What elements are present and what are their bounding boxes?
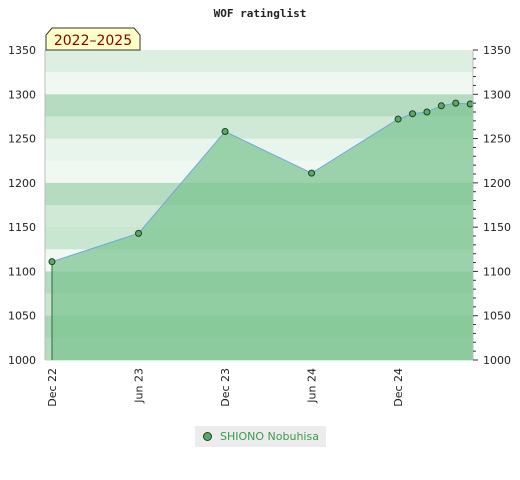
y-tick-label: 1050 xyxy=(8,310,36,323)
data-point xyxy=(221,127,229,135)
y-axis-left: 1000 1050 1100 1150 1200 1250 1300 1350 xyxy=(8,44,46,367)
y-tick-label: 1150 xyxy=(483,221,511,234)
legend-marker xyxy=(203,432,212,441)
band xyxy=(45,72,473,95)
y-tick-label: 1300 xyxy=(8,88,36,101)
data-point xyxy=(135,229,143,237)
data-points xyxy=(48,99,474,266)
y-tick-label: 1100 xyxy=(483,265,511,278)
data-point xyxy=(409,110,416,118)
date-range-badge: 2022–2025 xyxy=(45,27,141,51)
data-point xyxy=(394,115,402,123)
y-tick-label: 1150 xyxy=(8,221,36,234)
data-point xyxy=(423,108,431,116)
band xyxy=(45,116,473,140)
y-tick-label: 1300 xyxy=(483,88,511,101)
y-tick-label: 1000 xyxy=(8,354,36,367)
x-tick-label: Dec 23 xyxy=(219,368,232,407)
data-point xyxy=(466,100,474,108)
legend-label: SHIONO Nobuhisa xyxy=(220,430,319,443)
y-tick-label: 1050 xyxy=(483,310,511,323)
x-tick-label: Jun 23 xyxy=(133,368,146,404)
x-tick-label: Dec 24 xyxy=(392,368,405,407)
y-tick-label: 1250 xyxy=(483,133,511,146)
band xyxy=(45,50,473,73)
y-tick-label: 1000 xyxy=(483,354,511,367)
rating-area xyxy=(52,103,473,361)
data-point xyxy=(308,169,316,177)
chart-title: WOF ratinglist xyxy=(214,7,307,20)
y-tick-label: 1250 xyxy=(8,133,36,146)
y-tick-label: 1100 xyxy=(8,265,36,278)
y-tick-label: 1350 xyxy=(483,44,511,57)
badge-box xyxy=(45,27,141,51)
y-tick-label: 1200 xyxy=(8,177,36,190)
x-tick-label: Jun 24 xyxy=(306,368,319,404)
x-tick-label: Dec 22 xyxy=(46,368,59,407)
badge-text: 2022–2025 xyxy=(54,33,132,49)
data-point xyxy=(452,99,460,107)
x-axis: Dec 22 Jun 23 Dec 23 Jun 24 Dec 24 xyxy=(46,368,405,407)
band xyxy=(45,94,473,117)
y-tick-label: 1350 xyxy=(8,44,36,57)
y-axis-right: 1000 1050 1100 1150 1200 1250 1300 1350 xyxy=(472,44,511,367)
data-point xyxy=(48,258,56,266)
data-point xyxy=(437,102,445,110)
legend: SHIONO Nobuhisa xyxy=(195,426,326,447)
y-tick-label: 1200 xyxy=(483,177,511,190)
